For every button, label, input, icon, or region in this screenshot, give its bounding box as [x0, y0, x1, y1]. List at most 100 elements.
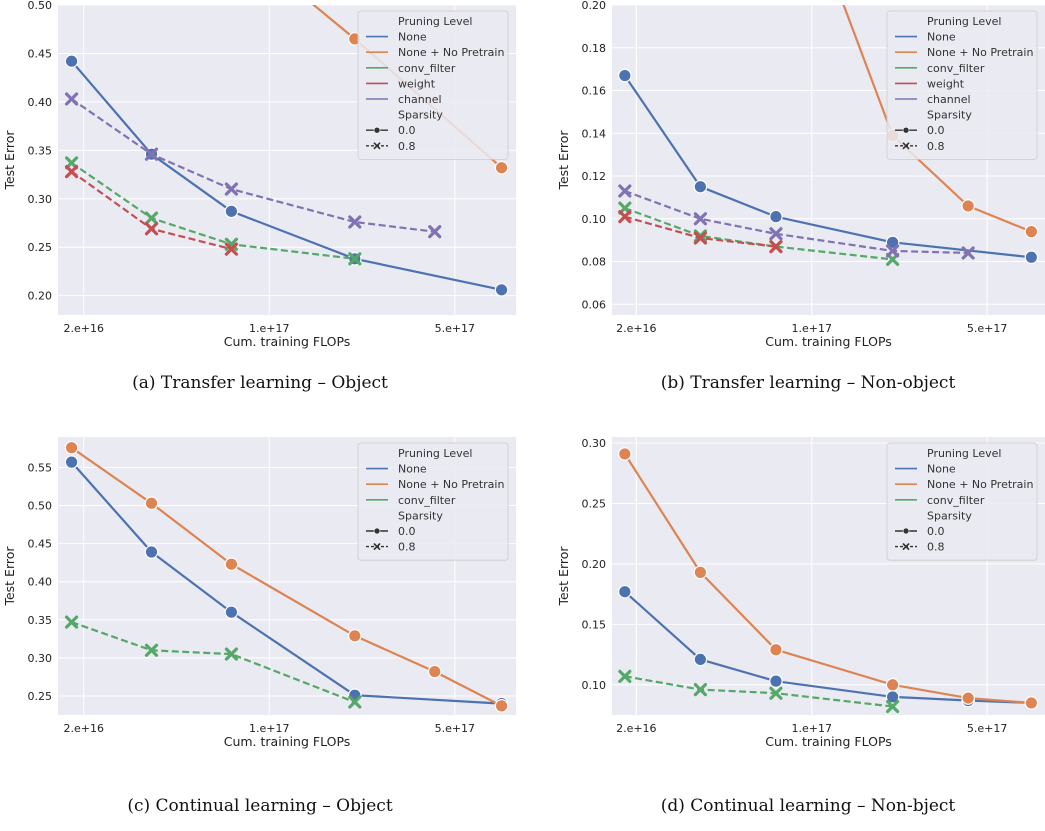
marker-x-shape	[224, 182, 239, 196]
panel-a-transfer-object: 0.20 0.25 0.30 0.35 0.40 0.45 0.50 2.e+16 1.e+17…	[2, 0, 516, 393]
marker-x-channel	[886, 244, 900, 258]
legend-item-none-no-pretrain: None + No Pretrain	[398, 46, 504, 59]
marker-circle-none	[64, 54, 79, 68]
series-line-conv-filter	[71, 621, 356, 704]
series-layer	[618, 5, 1039, 267]
marker-x-shape	[886, 244, 900, 258]
legend-title-pruning: Pruning Level	[927, 15, 1001, 28]
legend-item-sparsity: 0.0	[927, 525, 945, 538]
marker-circle-none	[693, 652, 708, 667]
legend-title-sparsity: Sparsity	[927, 509, 972, 522]
x-tick-label: 2.e+16	[616, 322, 656, 335]
legend-item-none-no-pretrain: None + No Pretrain	[927, 478, 1033, 491]
x-tick-label: 1.e+17	[792, 322, 832, 335]
series-line-none-no-pretrain	[70, 446, 503, 707]
y-tick-label: 0.25	[28, 690, 53, 703]
series-line-conv-filter	[624, 675, 893, 708]
marker-x-shape	[618, 210, 632, 224]
y-tick-label: 0.45	[28, 47, 53, 60]
marker-circle-none-no-pretrain	[494, 160, 509, 175]
marker-x-shape	[373, 543, 381, 550]
marker-x-channel	[224, 182, 239, 196]
marker-x-shape	[224, 242, 239, 256]
series-line-conv-filter	[70, 161, 355, 260]
marker-x-conv-filter	[886, 699, 900, 714]
series-none-no-pretrain	[64, 440, 509, 713]
marker-x-weight	[618, 210, 632, 224]
marker-circle-none	[494, 283, 509, 297]
legend-title-sparsity: Sparsity	[398, 109, 443, 122]
marker-x-shape	[428, 225, 442, 239]
marker-x-shape	[618, 669, 632, 683]
marker-x-shape	[64, 615, 79, 629]
y-tick-label: 0.10	[582, 213, 607, 226]
marker-circle-none	[693, 179, 708, 194]
legend-item-conv-filter: conv_filter	[927, 62, 985, 75]
legend-marker-sparsity	[373, 142, 381, 150]
x-axis-label: Cum. training FLOPs	[765, 334, 892, 349]
legend-item-channel: channel	[927, 93, 971, 106]
marker-circle-none	[144, 545, 159, 559]
y-tick-label: 0.16	[582, 85, 607, 98]
marker-circle-none-no-pretrain	[885, 677, 900, 692]
panel-d-continual-nonobject: 0.10 0.15 0.20 0.25 0.30 2.e+16 1.e+17 5.e+17 Cu…	[556, 437, 1045, 816]
marker-x-shape	[902, 142, 910, 150]
series-line-none	[624, 590, 1032, 704]
legend-item-none-no-pretrain: None + No Pretrain	[927, 46, 1033, 59]
legend-item-none: None	[927, 31, 956, 44]
y-tick-label: 0.08	[582, 256, 607, 269]
y-axis-label: Test Error	[556, 130, 571, 191]
legend-box	[357, 442, 509, 561]
marker-x-conv-filter	[618, 669, 632, 683]
x-tick-label: 1.e+17	[792, 722, 832, 735]
legend: Pruning Level None None + No Pretrain conv_…	[357, 10, 509, 160]
y-tick-label: 0.10	[582, 679, 607, 692]
legend-marker-sparsity	[902, 142, 910, 150]
x-tick-label: 1.e+17	[249, 322, 289, 335]
panel-caption: (d) Continual learning – Non-bject	[661, 796, 956, 816]
panel-caption: (b) Transfer learning – Non-object	[661, 373, 956, 393]
y-tick-label: 0.20	[582, 558, 607, 571]
legend-item-weight: weight	[927, 77, 965, 90]
marker-x-weight	[64, 165, 79, 179]
panel-c-continual-object: 0.25 0.30 0.35 0.40 0.45 0.50 0.55 2.e+16 1.e+17…	[2, 437, 516, 816]
legend-title-pruning: Pruning Level	[398, 15, 472, 28]
legend-marker-sparsity	[902, 543, 910, 550]
y-tick-label: 0.30	[28, 652, 53, 665]
y-tick-label: 0.12	[582, 170, 607, 183]
series-none-no-pretrain	[618, 447, 1039, 710]
y-tick-label: 0.20	[582, 0, 607, 12]
y-tick-label: 0.30	[582, 437, 607, 450]
marker-x-shape	[693, 212, 707, 226]
marker-x-channel	[961, 246, 975, 260]
marker-x-shape	[348, 215, 362, 229]
series-line-none-no-pretrain	[623, 453, 1032, 704]
y-tick-label: 0.30	[28, 193, 53, 206]
marker-x-shape	[961, 246, 975, 260]
y-tick-label: 0.50	[28, 0, 53, 12]
marker-circle-none-no-pretrain	[961, 199, 975, 213]
series-conv-filter	[618, 669, 900, 714]
marker-x-channel	[769, 227, 783, 241]
legend-marker-sparsity	[902, 527, 910, 535]
legend-title-sparsity: Sparsity	[398, 509, 443, 522]
marker-x-shape	[886, 699, 900, 714]
marker-circle-none	[618, 68, 632, 83]
legend-item-conv-filter: conv_filter	[398, 62, 456, 75]
legend-box	[886, 10, 1038, 160]
marker-x-weight	[144, 222, 159, 236]
marker-circle-none-no-pretrain	[1024, 224, 1039, 239]
x-tick-label: 5.e+17	[435, 722, 475, 735]
marker-circle-none-no-pretrain	[64, 440, 79, 455]
marker-x-channel	[428, 225, 442, 239]
legend-item-sparsity: 0.8	[927, 140, 945, 153]
marker-circle-none	[224, 204, 239, 219]
legend-item-sparsity: 0.8	[927, 541, 945, 554]
legend: Pruning Level None None + No Pretrain conv_…	[357, 442, 509, 561]
marker-x-conv-filter	[64, 615, 79, 629]
marker-circle-none-no-pretrain	[1024, 696, 1039, 710]
y-tick-label: 0.40	[28, 96, 53, 109]
series-layer	[618, 447, 1039, 714]
legend-title-pruning: Pruning Level	[398, 447, 472, 460]
legend-item-weight: weight	[398, 77, 436, 90]
